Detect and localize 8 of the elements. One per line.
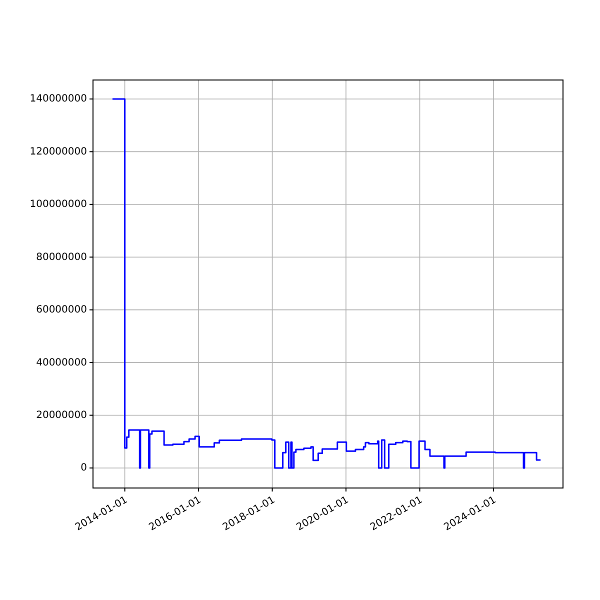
y-tick-label: 140000000 bbox=[30, 94, 87, 105]
y-tick-label: 100000000 bbox=[30, 199, 87, 210]
y-tick-label: 0 bbox=[80, 462, 87, 474]
y-tick-label: 120000000 bbox=[30, 146, 87, 158]
y-tick-label: 40000000 bbox=[36, 357, 87, 368]
y-tick-label: 20000000 bbox=[36, 410, 87, 421]
y-tick-label: 60000000 bbox=[36, 304, 87, 316]
y-tick-label: 80000000 bbox=[36, 252, 87, 263]
